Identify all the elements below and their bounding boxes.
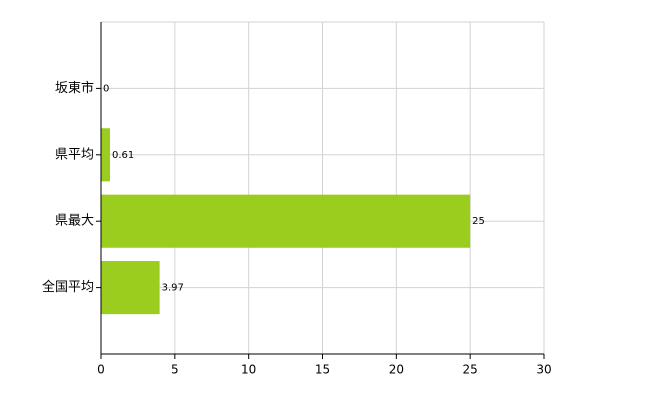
- x-tick-label: 15: [315, 363, 330, 377]
- bar: [101, 128, 111, 182]
- value-label: 3.97: [162, 283, 184, 294]
- bar: [101, 194, 471, 248]
- value-label: 0: [103, 83, 109, 94]
- x-tick-label: 20: [389, 363, 404, 377]
- y-tick-label: 坂東市: [55, 80, 94, 96]
- x-tick-label: 10: [241, 363, 256, 377]
- x-tick-label: 25: [463, 363, 478, 377]
- y-tick-label: 全国平均: [42, 279, 94, 295]
- x-tick-label: 5: [171, 363, 179, 377]
- value-label: 25: [472, 216, 485, 227]
- bar: [101, 261, 160, 315]
- y-tick-label: 県最大: [55, 214, 94, 229]
- x-tick-label: 30: [536, 363, 551, 377]
- value-label: 0.61: [112, 150, 134, 161]
- x-tick-label: 0: [97, 363, 105, 377]
- y-tick-label: 県平均: [55, 147, 94, 162]
